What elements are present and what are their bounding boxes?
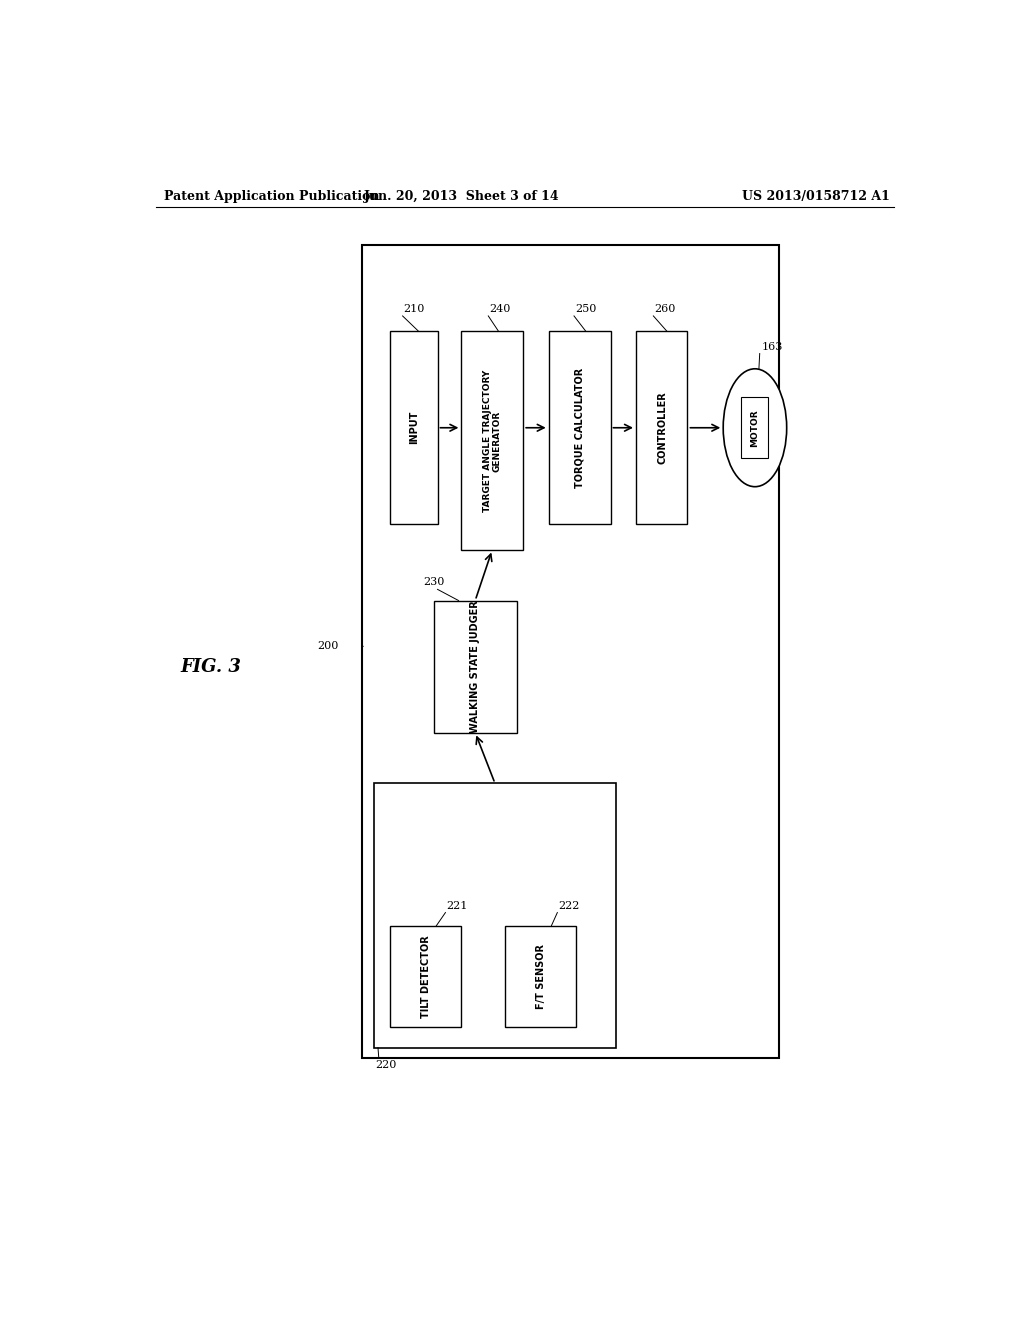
Bar	[461, 331, 523, 549]
Text: 220: 220	[376, 1060, 397, 1071]
Text: INPUT: INPUT	[409, 411, 419, 445]
Text: F/T SENSOR: F/T SENSOR	[536, 944, 546, 1008]
Bar	[390, 925, 462, 1027]
Ellipse shape	[723, 368, 786, 487]
Bar	[433, 601, 517, 733]
Text: MOTOR: MOTOR	[751, 409, 760, 446]
Text: TARGET ANGLE TRAJECTORY
GENERATOR: TARGET ANGLE TRAJECTORY GENERATOR	[483, 370, 502, 512]
Text: 163: 163	[761, 342, 782, 351]
Text: 230: 230	[423, 577, 444, 587]
Bar	[362, 244, 779, 1057]
Text: Patent Application Publication: Patent Application Publication	[164, 190, 379, 202]
Bar	[741, 397, 768, 458]
Bar	[636, 331, 687, 524]
Text: WALKING STATE JUDGER: WALKING STATE JUDGER	[470, 601, 480, 733]
Text: 222: 222	[558, 900, 580, 911]
Text: 250: 250	[574, 304, 596, 314]
Text: 200: 200	[317, 642, 338, 651]
Bar	[505, 925, 577, 1027]
Text: 240: 240	[489, 304, 510, 314]
Text: CONTROLLER: CONTROLLER	[657, 391, 667, 465]
Text: 260: 260	[654, 304, 676, 314]
Text: TORQUE CALCULATOR: TORQUE CALCULATOR	[574, 368, 585, 488]
Bar	[549, 331, 610, 524]
Text: US 2013/0158712 A1: US 2013/0158712 A1	[742, 190, 890, 202]
Text: 221: 221	[446, 900, 468, 911]
Bar	[374, 784, 616, 1048]
Text: Jun. 20, 2013  Sheet 3 of 14: Jun. 20, 2013 Sheet 3 of 14	[364, 190, 559, 202]
Text: TILT DETECTOR: TILT DETECTOR	[421, 936, 431, 1018]
Bar	[390, 331, 437, 524]
Text: 210: 210	[403, 304, 425, 314]
Text: FIG. 3: FIG. 3	[181, 657, 242, 676]
